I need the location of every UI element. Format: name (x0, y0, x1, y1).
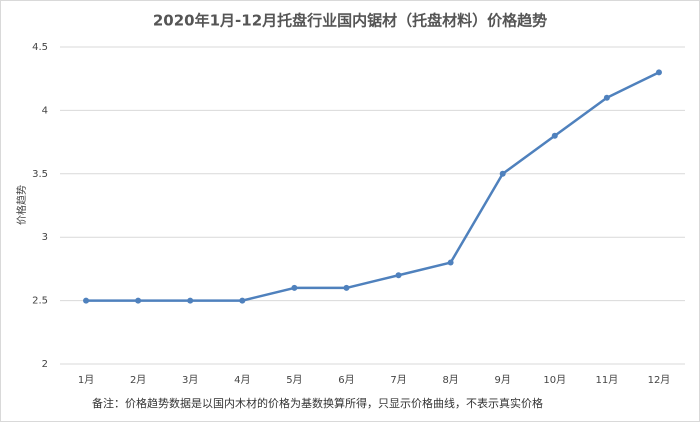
point (291, 284, 298, 291)
y-tick-label: 2.5 (32, 296, 48, 307)
point (603, 94, 610, 101)
y-tick-label: 3 (42, 232, 48, 243)
note: 备注：价格趋势数据是以国内木材的价格为基数换算所得，只显示价格曲线，不表示真实价… (92, 396, 543, 410)
x-tick-label: 8月 (442, 374, 458, 386)
x-tick-label: 3月 (182, 374, 198, 386)
point (187, 297, 194, 304)
chart-title: 2020年1月-12月托盘行业国内锯材（托盘材料）价格趋势 (153, 12, 547, 30)
x-tick-label: 12月 (648, 374, 671, 386)
x-tick-label: 11月 (596, 374, 619, 386)
x-tick-label: 1月 (78, 374, 94, 386)
point (135, 297, 142, 304)
line (86, 71, 660, 302)
x-tick-label: 2月 (130, 374, 146, 386)
y-tick-label: 2 (42, 359, 48, 370)
y-tick-label: 4.5 (32, 42, 48, 53)
point (239, 297, 246, 304)
point (499, 170, 506, 177)
x-tick-label: 5月 (286, 374, 302, 386)
point (655, 69, 662, 76)
point (343, 284, 350, 291)
x-tick-label: 9月 (495, 374, 511, 386)
x-tick-label: 7月 (390, 374, 406, 386)
point (395, 272, 402, 279)
x-tick-label: 4月 (234, 374, 250, 386)
y-tick-label: 3.5 (32, 169, 48, 180)
y-tick-label: 4 (42, 105, 48, 116)
point (83, 297, 90, 304)
y-axis-label: 价格趋势 (15, 185, 28, 225)
x-tick-label: 10月 (543, 374, 566, 386)
point (447, 259, 454, 266)
x-tick-label: 6月 (338, 374, 354, 386)
point (551, 132, 558, 139)
